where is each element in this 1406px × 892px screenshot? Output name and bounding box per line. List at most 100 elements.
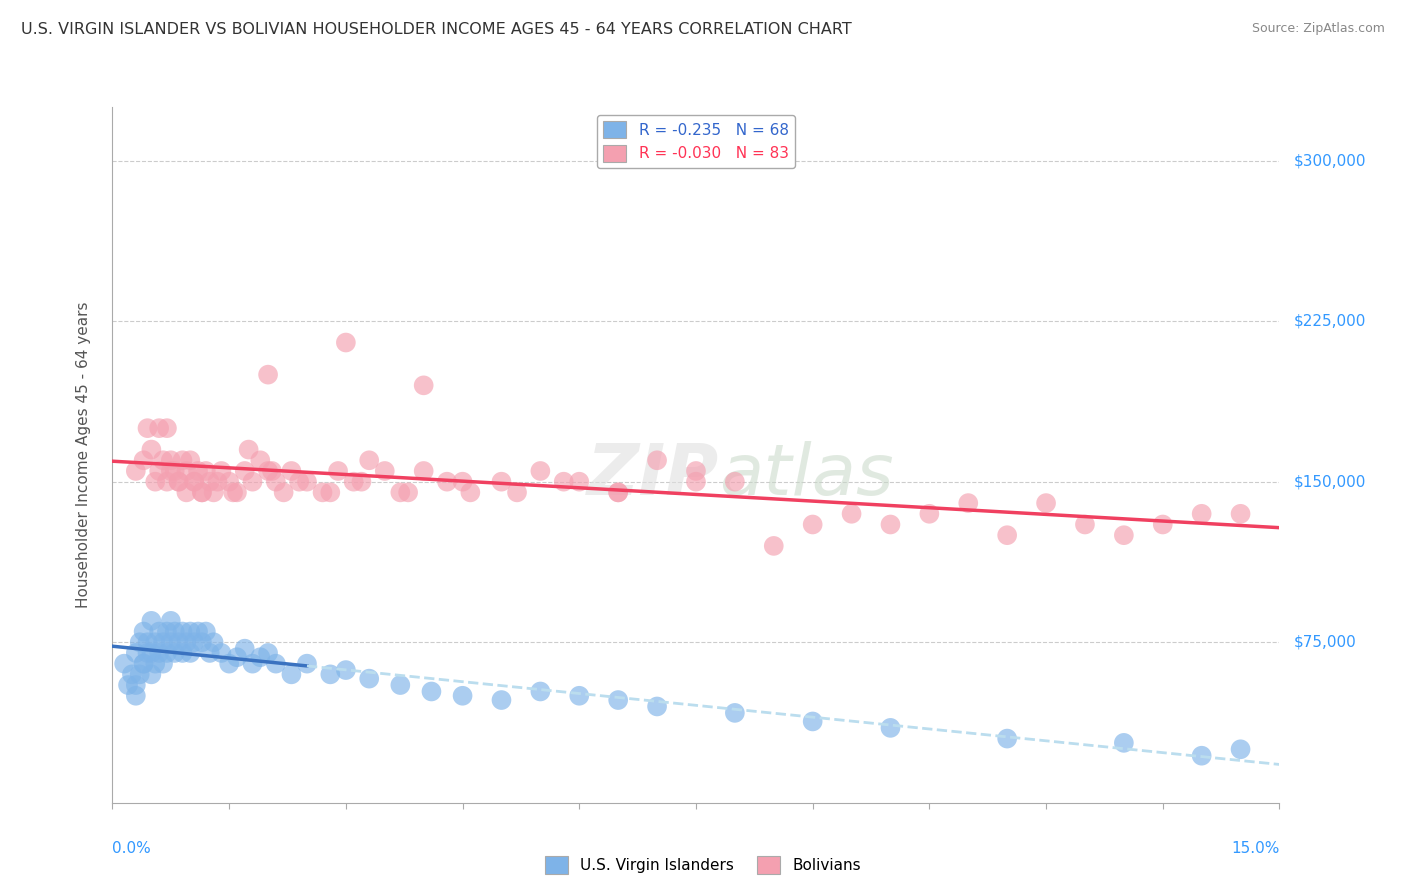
Point <box>176 464 198 478</box>
Point <box>412 378 434 392</box>
Point <box>724 706 747 720</box>
Point <box>491 693 513 707</box>
Point <box>191 485 214 500</box>
Point <box>1112 528 1135 542</box>
Point <box>436 475 458 489</box>
Point <box>280 464 302 478</box>
Point <box>156 475 179 489</box>
Point <box>209 646 232 660</box>
Point <box>685 464 707 478</box>
Point <box>167 635 190 649</box>
Point <box>568 689 591 703</box>
Point <box>1191 507 1213 521</box>
Point <box>1074 517 1097 532</box>
Point <box>685 475 707 489</box>
Text: $150,000: $150,000 <box>1294 475 1365 489</box>
Point <box>288 475 311 489</box>
Point <box>335 335 357 350</box>
Point <box>238 442 260 457</box>
Point <box>143 475 166 489</box>
Text: $225,000: $225,000 <box>1294 314 1365 328</box>
Point <box>160 464 183 478</box>
Point <box>218 657 240 671</box>
Point <box>451 475 474 489</box>
Point <box>359 453 381 467</box>
Point <box>801 517 824 532</box>
Point <box>645 453 668 467</box>
Point <box>311 485 333 500</box>
Point <box>295 475 318 489</box>
Text: ZIP: ZIP <box>588 442 720 510</box>
Point <box>326 464 349 478</box>
Point <box>194 624 217 639</box>
Point <box>176 635 198 649</box>
Point <box>187 624 209 639</box>
Point <box>160 614 183 628</box>
Point <box>396 485 419 500</box>
Point <box>117 678 139 692</box>
Point <box>141 646 163 660</box>
Point <box>121 667 143 681</box>
Point <box>242 657 264 671</box>
Text: $300,000: $300,000 <box>1294 153 1365 168</box>
Legend: R = -0.235   N = 68, R = -0.030   N = 83: R = -0.235 N = 68, R = -0.030 N = 83 <box>598 115 794 169</box>
Point <box>132 624 155 639</box>
Point <box>112 657 135 671</box>
Point <box>995 731 1018 746</box>
Point <box>209 464 232 478</box>
Point <box>553 475 575 489</box>
Point <box>125 689 148 703</box>
Point <box>491 475 513 489</box>
Point <box>132 657 155 671</box>
Point <box>179 453 201 467</box>
Point <box>249 650 271 665</box>
Point <box>183 635 205 649</box>
Point <box>1152 517 1174 532</box>
Point <box>202 635 225 649</box>
Point <box>148 464 170 478</box>
Point <box>762 539 785 553</box>
Point <box>841 507 863 521</box>
Point <box>156 646 179 660</box>
Point <box>141 614 163 628</box>
Point <box>163 624 186 639</box>
Point <box>350 475 373 489</box>
Point <box>152 453 174 467</box>
Point <box>152 635 174 649</box>
Point <box>198 646 221 660</box>
Point <box>257 646 280 660</box>
Text: 15.0%: 15.0% <box>1232 841 1279 856</box>
Point <box>191 635 214 649</box>
Point <box>143 657 166 671</box>
Point <box>141 442 163 457</box>
Point <box>273 485 295 500</box>
Text: Source: ZipAtlas.com: Source: ZipAtlas.com <box>1251 22 1385 36</box>
Point <box>1191 748 1213 763</box>
Point <box>156 421 179 435</box>
Point <box>801 714 824 729</box>
Point <box>233 641 256 656</box>
Point <box>506 485 529 500</box>
Point <box>607 485 630 500</box>
Point <box>879 517 901 532</box>
Point <box>125 678 148 692</box>
Point <box>607 693 630 707</box>
Point <box>222 485 245 500</box>
Y-axis label: Householder Income Ages 45 - 64 years: Householder Income Ages 45 - 64 years <box>76 301 91 608</box>
Point <box>132 657 155 671</box>
Point <box>607 485 630 500</box>
Point <box>163 646 186 660</box>
Point <box>187 464 209 478</box>
Point <box>1229 742 1251 756</box>
Point <box>374 464 396 478</box>
Point <box>125 464 148 478</box>
Point <box>233 464 256 478</box>
Point <box>249 453 271 467</box>
Point <box>143 635 166 649</box>
Point <box>879 721 901 735</box>
Point <box>420 684 443 698</box>
Text: $75,000: $75,000 <box>1294 635 1357 649</box>
Point <box>207 475 229 489</box>
Point <box>160 453 183 467</box>
Point <box>257 464 280 478</box>
